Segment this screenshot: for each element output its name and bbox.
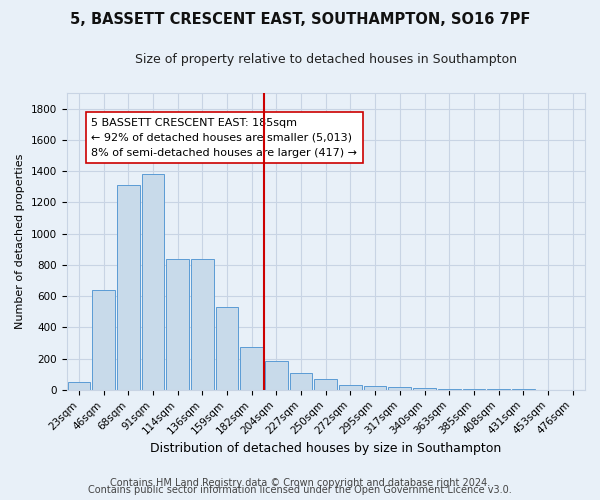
Bar — [487, 389, 510, 390]
Text: Contains public sector information licensed under the Open Government Licence v3: Contains public sector information licen… — [88, 485, 512, 495]
Bar — [117, 185, 140, 390]
Title: Size of property relative to detached houses in Southampton: Size of property relative to detached ho… — [135, 52, 517, 66]
X-axis label: Distribution of detached houses by size in Southampton: Distribution of detached houses by size … — [150, 442, 502, 455]
Bar — [142, 174, 164, 390]
Bar — [166, 258, 189, 390]
Y-axis label: Number of detached properties: Number of detached properties — [15, 154, 25, 329]
Text: Contains HM Land Registry data © Crown copyright and database right 2024.: Contains HM Land Registry data © Crown c… — [110, 478, 490, 488]
Text: 5 BASSETT CRESCENT EAST: 185sqm
← 92% of detached houses are smaller (5,013)
8% : 5 BASSETT CRESCENT EAST: 185sqm ← 92% of… — [91, 118, 357, 158]
Bar — [68, 382, 90, 390]
Bar — [413, 388, 436, 390]
Bar — [191, 258, 214, 390]
Bar — [314, 379, 337, 390]
Bar — [290, 374, 313, 390]
Bar — [215, 307, 238, 390]
Text: 5, BASSETT CRESCENT EAST, SOUTHAMPTON, SO16 7PF: 5, BASSETT CRESCENT EAST, SOUTHAMPTON, S… — [70, 12, 530, 28]
Bar — [265, 361, 288, 390]
Bar — [364, 386, 386, 390]
Bar — [388, 386, 411, 390]
Bar — [463, 389, 485, 390]
Bar — [241, 347, 263, 390]
Bar — [339, 385, 362, 390]
Bar — [438, 388, 461, 390]
Bar — [92, 290, 115, 390]
